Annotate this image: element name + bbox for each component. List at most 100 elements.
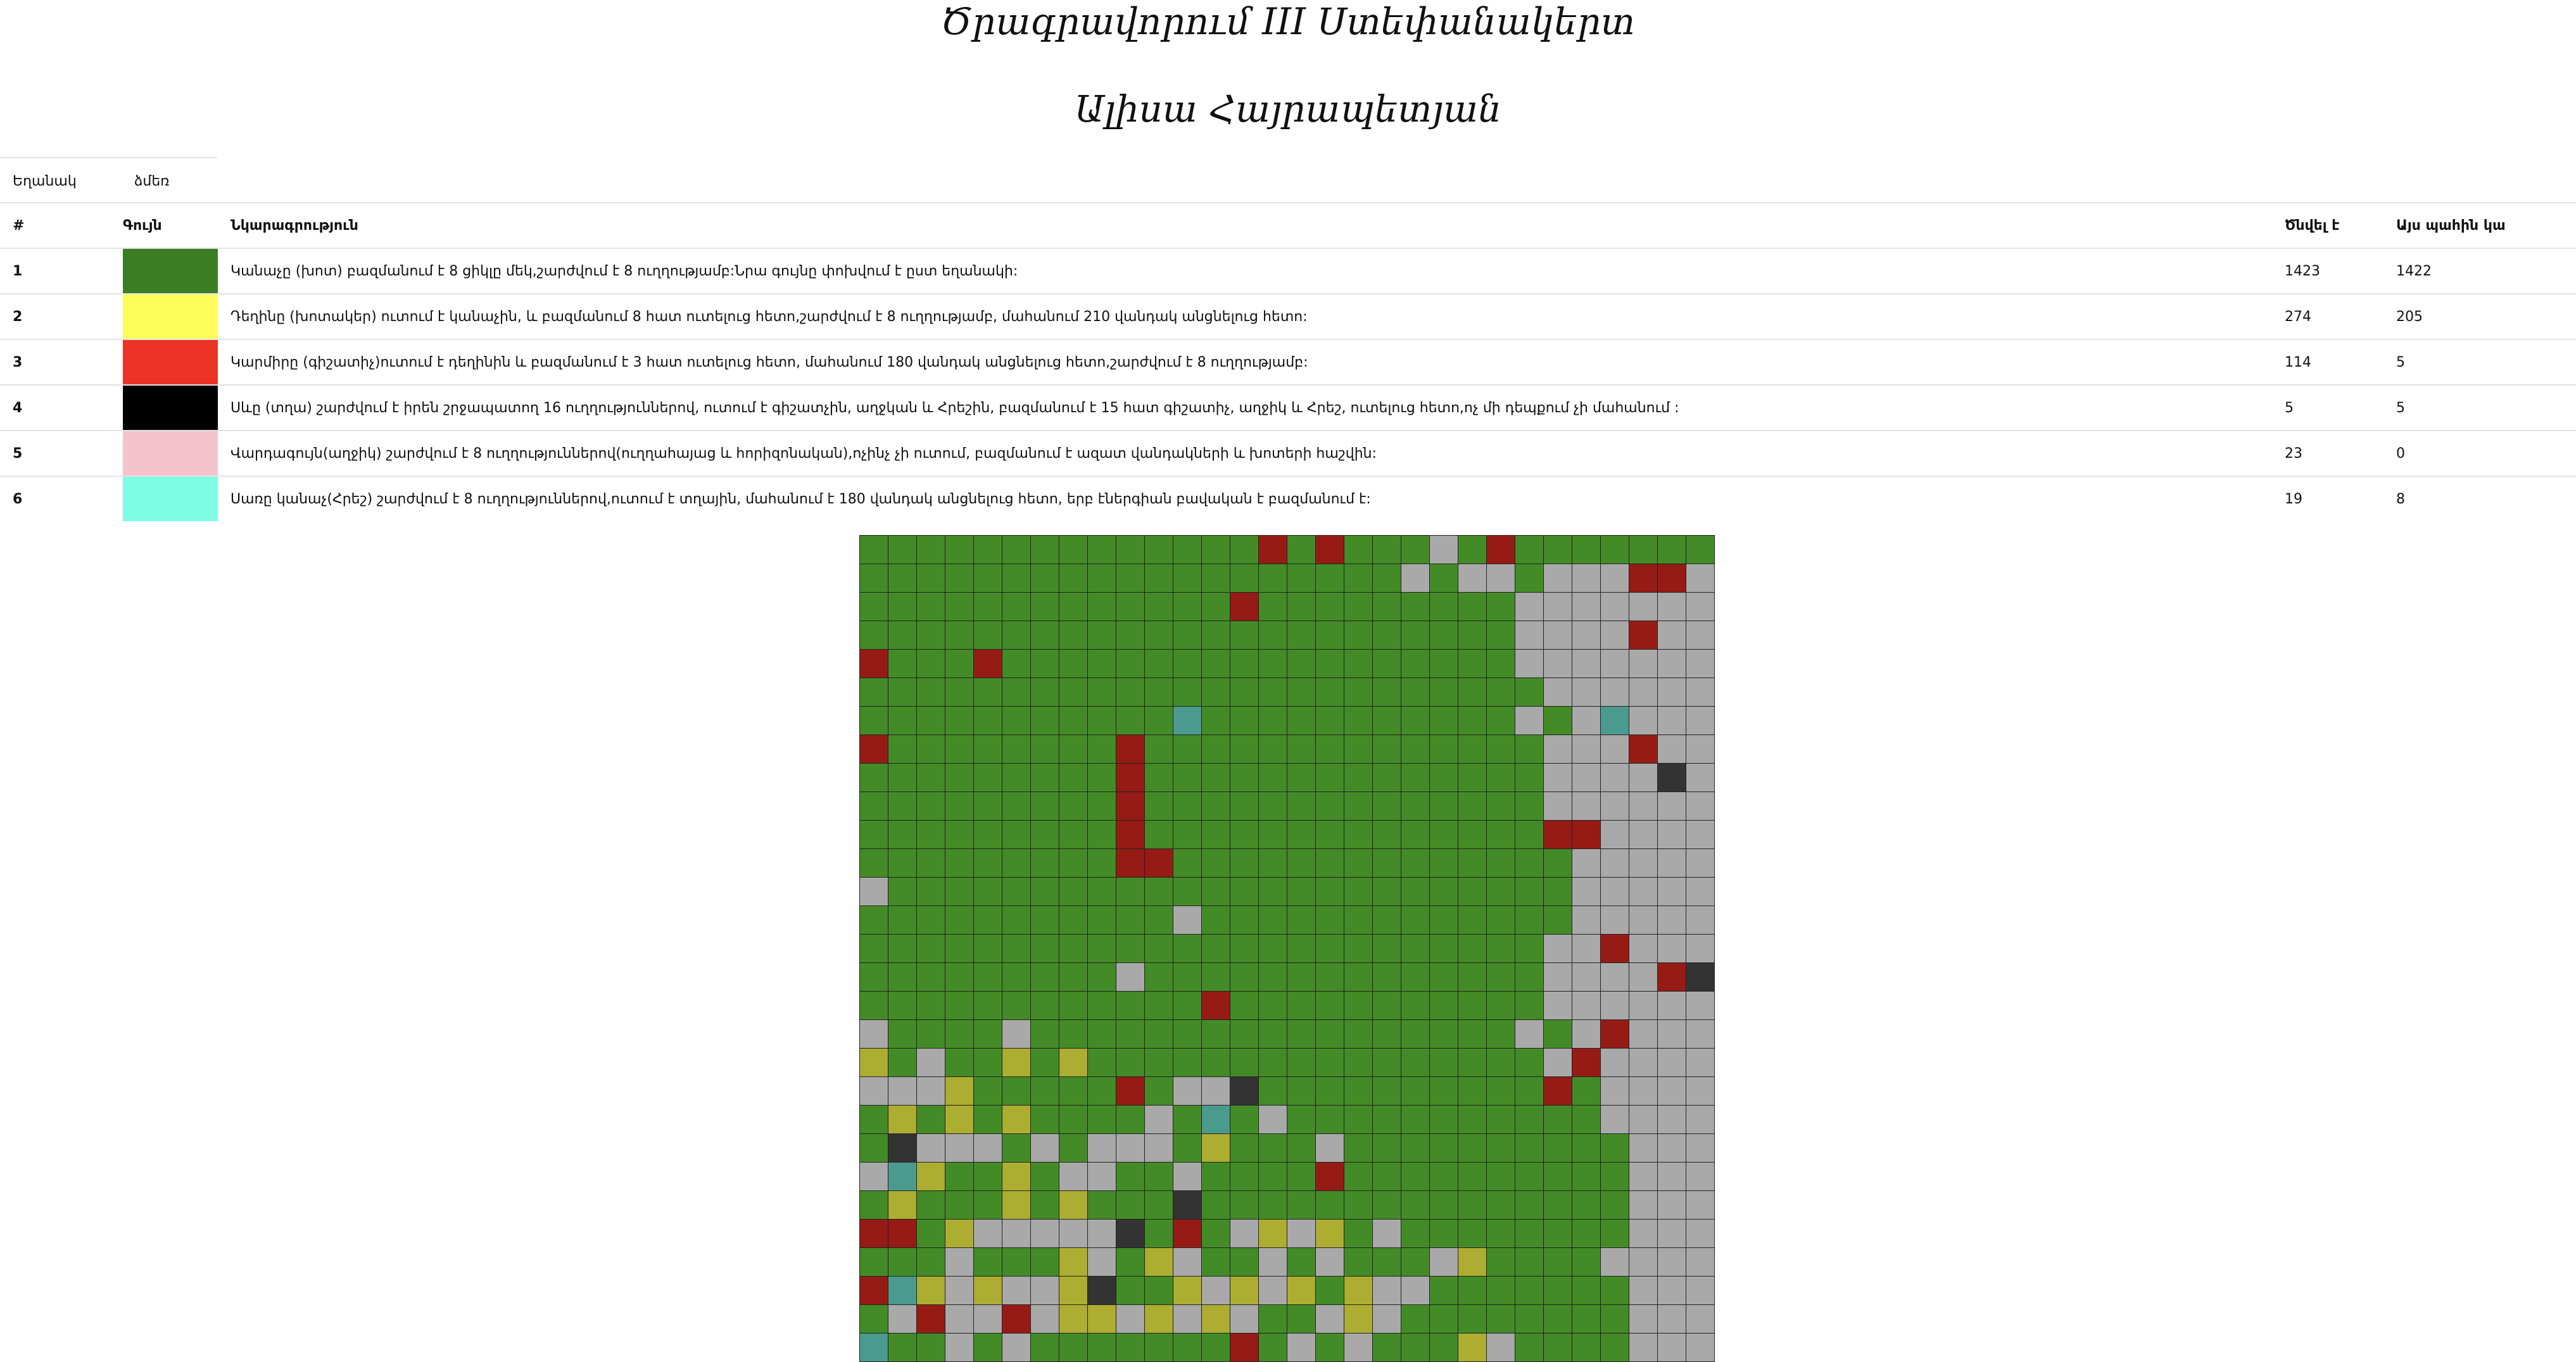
grid-cell [1031, 1220, 1059, 1248]
grid-cell [888, 707, 917, 735]
grid-cell [1544, 792, 1572, 821]
grid-cell [1686, 1163, 1715, 1191]
grid-cell [1629, 1163, 1658, 1191]
grid-cell [1629, 1334, 1658, 1362]
grid-cell [974, 1191, 1002, 1220]
grid-cell [1088, 678, 1116, 707]
grid-cell [1202, 1334, 1230, 1362]
grid-cell [1116, 1077, 1145, 1106]
grid-cell [1401, 593, 1430, 621]
grid-cell [1259, 963, 1287, 992]
grid-cell [1430, 593, 1458, 621]
grid-cell [1031, 707, 1059, 735]
grid-cell [1344, 992, 1373, 1020]
grid-cell [1629, 992, 1658, 1020]
grid-cell [860, 536, 888, 564]
grid-cell [1259, 593, 1287, 621]
grid-cell [860, 1134, 888, 1163]
grid-cell [1259, 792, 1287, 821]
grid-cell [1572, 1305, 1601, 1334]
grid-cell [1145, 764, 1173, 792]
grid-cell [1458, 792, 1487, 821]
grid-cell [1515, 564, 1544, 593]
grid-cell [1401, 1020, 1430, 1049]
page-title: Ծրագրավորում III Ստեփանակերտ [941, 0, 1635, 43]
grid-cell [1572, 878, 1601, 906]
grid-cell [1145, 1106, 1173, 1134]
grid-cell [1230, 1049, 1259, 1077]
grid-cell [1544, 1277, 1572, 1305]
grid-cell [1145, 536, 1173, 564]
grid-cell [974, 1077, 1002, 1106]
grid-cell [1173, 1305, 1202, 1334]
grid-cell [1316, 1191, 1344, 1220]
grid-cell [1202, 536, 1230, 564]
grid-cell [888, 1277, 917, 1305]
grid-cell [1373, 707, 1401, 735]
grid-cell [1487, 621, 1515, 650]
grid-cell [1316, 1305, 1344, 1334]
grid-cell [1202, 963, 1230, 992]
table-row: 2 Դեղինը (խոտակեր) ուտում է կանաչին, և բ… [0, 293, 2576, 339]
grid-cell [945, 1248, 974, 1277]
grid-cell [888, 650, 917, 678]
grid-cell [1173, 963, 1202, 992]
grid-cell [1401, 1134, 1430, 1163]
grid-cell [1059, 593, 1088, 621]
grid-cell [1230, 906, 1259, 935]
grid-cell [1287, 1191, 1316, 1220]
grid-cell [1629, 593, 1658, 621]
color-swatch [123, 431, 218, 476]
grid-cell [1572, 935, 1601, 963]
grid-cell [1259, 1106, 1287, 1134]
grid-cell [860, 1334, 888, 1362]
grid-cell [1059, 1163, 1088, 1191]
grid-cell [1059, 764, 1088, 792]
color-swatch [123, 294, 218, 339]
grid-cell [945, 821, 974, 849]
grid-cell [1601, 1191, 1629, 1220]
grid-cell [1202, 906, 1230, 935]
grid-cell [1173, 1248, 1202, 1277]
grid-cell [1002, 1134, 1031, 1163]
grid-cell [974, 678, 1002, 707]
grid-cell [1430, 849, 1458, 878]
grid-cell [1458, 1163, 1487, 1191]
grid-cell [1515, 878, 1544, 906]
grid-cell [1031, 735, 1059, 764]
grid-cell [1515, 792, 1544, 821]
grid-cell [1458, 621, 1487, 650]
grid-cell [1059, 735, 1088, 764]
grid-cell [974, 650, 1002, 678]
grid-cell [1287, 650, 1316, 678]
grid-cell [1458, 1106, 1487, 1134]
grid-cell [1544, 1049, 1572, 1077]
grid-cell [888, 1077, 917, 1106]
grid-cell [1059, 1106, 1088, 1134]
grid-cell [1116, 963, 1145, 992]
table-row: 1 Կանաչը (խոտ) բազմանում է 8 ցիկլը մեկ,շ… [0, 248, 2576, 294]
grid-cell [1373, 678, 1401, 707]
grid-cell [1259, 935, 1287, 963]
grid-cell [1658, 678, 1686, 707]
grid-cell [1686, 593, 1715, 621]
grid-cell [1031, 1277, 1059, 1305]
grid-cell [1230, 678, 1259, 707]
grid-cell [1373, 1134, 1401, 1163]
grid-cell [1002, 735, 1031, 764]
grid-cell [1401, 650, 1430, 678]
grid-cell [1572, 1020, 1601, 1049]
author-name: Ալիսա Հայրապետյան [1074, 87, 1502, 130]
grid-cell [1202, 678, 1230, 707]
grid-cell [1458, 1077, 1487, 1106]
grid-cell [1629, 564, 1658, 593]
grid-cell [917, 963, 945, 992]
grid-cell [1487, 1277, 1515, 1305]
grid-cell [1145, 821, 1173, 849]
grid-cell [1572, 764, 1601, 792]
grid-cell [1287, 792, 1316, 821]
grid-cell [1059, 992, 1088, 1020]
grid-cell [1344, 878, 1373, 906]
grid-cell [1002, 992, 1031, 1020]
grid-cell [1373, 1106, 1401, 1134]
